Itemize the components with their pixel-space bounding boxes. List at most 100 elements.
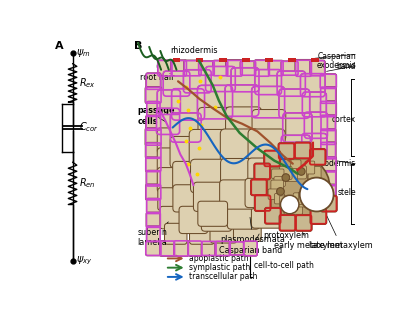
Circle shape (277, 188, 284, 195)
FancyBboxPatch shape (320, 157, 336, 173)
FancyBboxPatch shape (255, 70, 282, 95)
Text: stele: stele (337, 188, 356, 197)
FancyBboxPatch shape (244, 241, 258, 256)
FancyBboxPatch shape (220, 180, 255, 209)
FancyBboxPatch shape (272, 169, 284, 178)
Text: early metaxylem: early metaxylem (274, 207, 343, 250)
FancyBboxPatch shape (320, 86, 336, 104)
FancyBboxPatch shape (201, 241, 216, 256)
FancyBboxPatch shape (309, 149, 326, 165)
FancyBboxPatch shape (271, 180, 284, 193)
FancyBboxPatch shape (320, 115, 336, 131)
FancyBboxPatch shape (198, 85, 232, 119)
Text: passage
cells: passage cells (137, 106, 175, 126)
FancyBboxPatch shape (291, 160, 301, 172)
Text: A: A (55, 41, 64, 51)
Circle shape (282, 174, 290, 182)
FancyBboxPatch shape (302, 92, 326, 117)
Text: cell-to-cell path: cell-to-cell path (254, 261, 313, 270)
FancyBboxPatch shape (320, 184, 336, 200)
FancyBboxPatch shape (226, 107, 262, 140)
FancyBboxPatch shape (320, 129, 336, 145)
FancyBboxPatch shape (268, 60, 284, 76)
FancyBboxPatch shape (295, 60, 312, 77)
FancyBboxPatch shape (320, 195, 337, 212)
Text: apoplastic path: apoplastic path (189, 254, 248, 263)
FancyBboxPatch shape (254, 195, 271, 212)
Circle shape (280, 195, 299, 214)
FancyBboxPatch shape (173, 161, 204, 191)
Circle shape (297, 168, 305, 175)
Text: cortex: cortex (332, 115, 356, 124)
FancyBboxPatch shape (229, 241, 244, 255)
FancyBboxPatch shape (146, 184, 161, 200)
FancyBboxPatch shape (248, 158, 282, 189)
FancyBboxPatch shape (286, 168, 298, 182)
FancyBboxPatch shape (163, 71, 190, 96)
FancyBboxPatch shape (184, 70, 211, 93)
FancyBboxPatch shape (225, 85, 259, 116)
FancyBboxPatch shape (146, 73, 161, 90)
FancyBboxPatch shape (170, 136, 202, 168)
Text: Casparian
band: Casparian band (317, 52, 356, 71)
FancyBboxPatch shape (280, 196, 290, 209)
FancyBboxPatch shape (234, 218, 261, 241)
FancyBboxPatch shape (174, 240, 189, 256)
FancyBboxPatch shape (300, 74, 325, 97)
FancyBboxPatch shape (231, 68, 259, 92)
Bar (311, 58, 319, 62)
FancyBboxPatch shape (146, 198, 160, 214)
FancyBboxPatch shape (298, 192, 310, 205)
Text: $R_{ex}$: $R_{ex}$ (80, 76, 96, 90)
Text: B: B (134, 41, 142, 51)
FancyBboxPatch shape (250, 179, 267, 196)
FancyBboxPatch shape (306, 180, 320, 193)
FancyBboxPatch shape (146, 101, 160, 117)
FancyBboxPatch shape (248, 129, 285, 164)
FancyBboxPatch shape (146, 170, 161, 186)
FancyBboxPatch shape (157, 128, 180, 153)
FancyBboxPatch shape (254, 163, 271, 180)
Text: late metaxylem: late metaxylem (309, 197, 373, 250)
FancyBboxPatch shape (212, 60, 228, 76)
FancyBboxPatch shape (145, 128, 162, 146)
FancyBboxPatch shape (160, 241, 175, 256)
FancyBboxPatch shape (184, 60, 202, 76)
FancyBboxPatch shape (188, 241, 202, 256)
Text: endodermis: endodermis (311, 159, 356, 168)
Text: rhizodermis: rhizodermis (170, 46, 218, 61)
Bar (265, 58, 273, 62)
Bar (219, 58, 226, 62)
FancyBboxPatch shape (160, 206, 181, 229)
FancyBboxPatch shape (145, 86, 162, 104)
FancyBboxPatch shape (309, 194, 319, 206)
FancyBboxPatch shape (274, 177, 285, 187)
FancyBboxPatch shape (295, 166, 306, 179)
FancyBboxPatch shape (220, 129, 259, 164)
FancyBboxPatch shape (283, 113, 312, 142)
FancyBboxPatch shape (226, 60, 243, 77)
FancyBboxPatch shape (268, 189, 278, 199)
FancyBboxPatch shape (201, 204, 232, 231)
FancyBboxPatch shape (170, 113, 201, 142)
Text: $R_{en}$: $R_{en}$ (80, 177, 96, 190)
FancyBboxPatch shape (278, 143, 295, 159)
FancyBboxPatch shape (310, 60, 325, 76)
FancyBboxPatch shape (215, 241, 231, 256)
FancyBboxPatch shape (158, 60, 172, 76)
FancyBboxPatch shape (189, 129, 228, 167)
FancyBboxPatch shape (302, 134, 327, 160)
FancyBboxPatch shape (304, 112, 328, 138)
FancyBboxPatch shape (252, 86, 285, 118)
FancyBboxPatch shape (157, 168, 180, 192)
FancyBboxPatch shape (320, 142, 336, 159)
FancyBboxPatch shape (157, 148, 180, 173)
Bar (196, 58, 204, 62)
FancyBboxPatch shape (164, 223, 187, 244)
FancyBboxPatch shape (281, 135, 310, 166)
FancyBboxPatch shape (252, 201, 282, 228)
FancyBboxPatch shape (320, 101, 336, 117)
FancyBboxPatch shape (240, 61, 256, 76)
FancyBboxPatch shape (295, 215, 312, 231)
FancyBboxPatch shape (279, 89, 310, 118)
